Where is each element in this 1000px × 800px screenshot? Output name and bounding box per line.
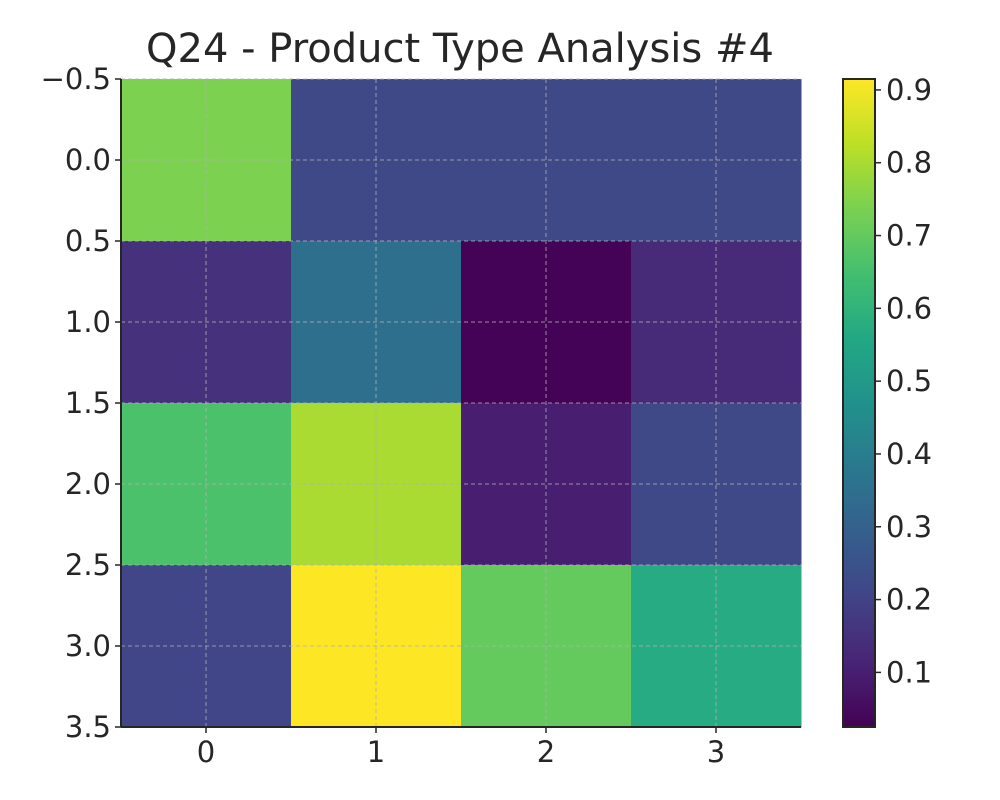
x-tick-label: 1 — [367, 735, 385, 769]
y-tick-label: 0.0 — [65, 143, 111, 177]
x-tick-label: 0 — [197, 735, 215, 769]
x-axis-ticks: 0 1 2 3 — [197, 727, 725, 769]
colorbar-tick-label: 0.4 — [886, 437, 932, 471]
y-axis-ticks: −0.5 0.0 0.5 1.0 1.5 2.0 2.5 3.0 3.5 — [41, 62, 121, 744]
y-tick-label: 3.0 — [65, 629, 111, 663]
y-tick-label: −0.5 — [41, 62, 111, 96]
heatmap-cells — [121, 79, 802, 728]
colorbar-tick-label: 0.3 — [886, 510, 932, 544]
colorbar-tick-label: 0.1 — [886, 655, 932, 689]
colorbar-tick-label: 0.7 — [886, 219, 932, 253]
colorbar-tick-label: 0.8 — [886, 146, 932, 180]
y-tick-label: 1.5 — [65, 386, 111, 420]
colorbar-gradient — [842, 78, 876, 728]
colorbar-tick-label: 0.2 — [886, 583, 932, 617]
y-tick-label: 2.0 — [65, 467, 111, 501]
y-tick-label: 0.5 — [65, 224, 111, 258]
colorbar-tick-label: 0.6 — [886, 291, 932, 325]
colorbar-tick-label: 0.9 — [886, 73, 932, 107]
colorbar: 0.1 0.2 0.3 0.4 0.5 0.6 0.7 0.8 0.9 — [842, 73, 932, 728]
colorbar-tick-label: 0.5 — [886, 364, 932, 398]
y-tick-label: 1.0 — [65, 305, 111, 339]
x-tick-label: 2 — [537, 735, 555, 769]
y-tick-label: 2.5 — [65, 548, 111, 582]
y-tick-label: 3.5 — [65, 710, 111, 744]
x-tick-label: 3 — [707, 735, 725, 769]
chart-title: Q24 - Product Type Analysis #4 — [146, 26, 774, 72]
